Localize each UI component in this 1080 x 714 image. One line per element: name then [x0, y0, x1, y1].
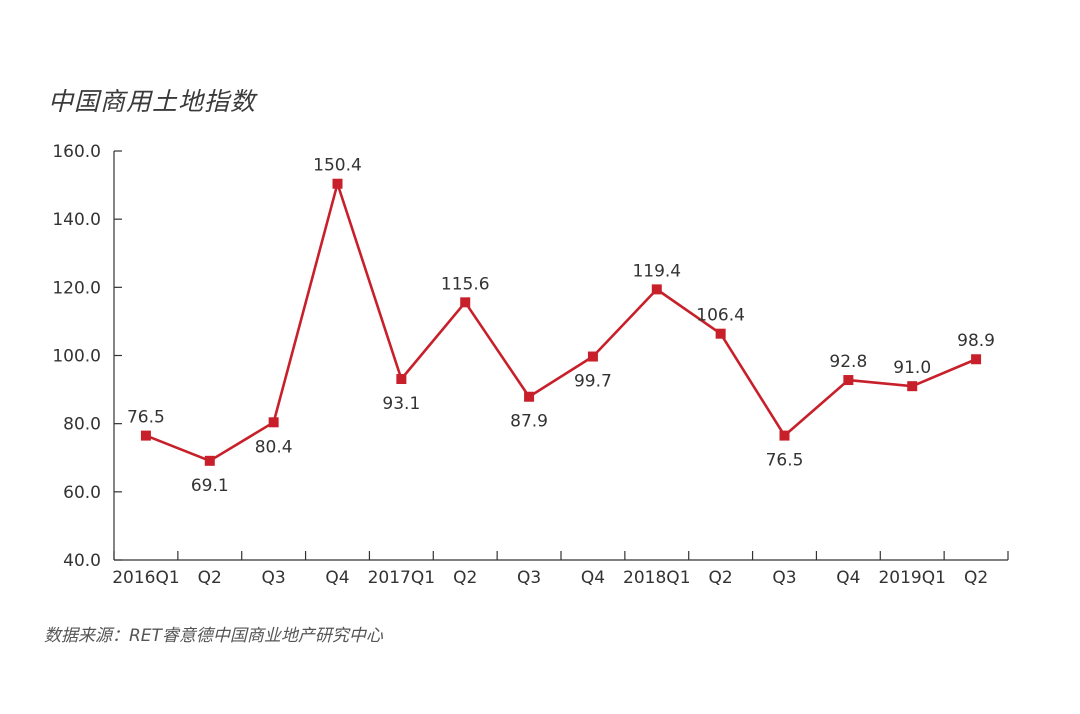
data-point-marker	[524, 391, 535, 402]
y-tick-label: 80.0	[63, 415, 101, 435]
y-tick-label: 100.0	[52, 347, 101, 367]
x-tick-label: 2018Q1	[623, 568, 690, 588]
x-axis-ticks: 2016Q1 Q2 Q3 Q4 2017Q1 Q2 Q3 Q4 2018Q1 Q2 Q3 Q4 2019…	[112, 551, 1009, 588]
data-point-marker	[204, 455, 215, 466]
x-tick-label: Q4	[836, 568, 860, 588]
x-tick-label: Q3	[772, 568, 796, 588]
x-tick-label: Q3	[262, 568, 286, 588]
y-tick-label: 60.0	[63, 483, 101, 503]
data-point-marker	[140, 430, 151, 441]
data-point-marker	[460, 297, 471, 308]
y-tick-label: 160.0	[52, 142, 101, 162]
data-point-marker	[587, 351, 598, 362]
data-label: 92.8	[829, 352, 867, 372]
series-line	[145, 182, 977, 463]
x-tick-label: Q2	[709, 568, 733, 588]
y-tick-label: 120.0	[52, 278, 101, 298]
data-point-marker	[907, 381, 918, 392]
x-tick-label: Q3	[517, 568, 541, 588]
data-label: 93.1	[382, 394, 420, 414]
data-point-marker	[651, 284, 662, 295]
source-note: 数据来源：RET睿意德中国商业地产研究中心	[44, 626, 383, 646]
x-tick-label: Q4	[581, 568, 605, 588]
data-point-marker	[268, 417, 279, 428]
data-point-marker	[843, 375, 854, 386]
data-label: 98.9	[957, 331, 995, 351]
x-tick-label: Q2	[198, 568, 222, 588]
y-tick-label: 40.0	[63, 551, 101, 571]
data-label: 80.4	[255, 437, 293, 457]
y-axis-ticks: 40.0 60.0 80.0 100.0 120.0 140.0 160.0	[52, 142, 122, 571]
data-label: 76.5	[766, 451, 804, 471]
data-point-marker	[396, 374, 407, 385]
x-tick-label: 2016Q1	[112, 568, 179, 588]
data-point-marker	[779, 430, 790, 441]
chart-title: 中国商用土地指数	[48, 87, 257, 116]
data-label: 87.9	[510, 412, 548, 432]
y-tick-label: 140.0	[52, 210, 101, 230]
data-label: 91.0	[893, 358, 931, 378]
x-tick-label: Q4	[325, 568, 349, 588]
data-label: 99.7	[574, 372, 612, 392]
x-tick-label: Q2	[964, 568, 988, 588]
data-point-marker	[332, 178, 343, 189]
data-labels: 76.5 69.1 80.4 150.4 93.1 115.6 87.9 99.7 119.4 1…	[127, 156, 995, 496]
x-tick-label: Q2	[453, 568, 477, 588]
data-label: 150.4	[313, 156, 362, 176]
data-label: 106.4	[696, 306, 745, 326]
data-label: 69.1	[191, 476, 229, 496]
data-point-marker	[715, 328, 726, 339]
chart-axes	[113, 151, 1008, 561]
series-group	[140, 178, 982, 466]
data-label: 76.5	[127, 408, 165, 428]
data-point-marker	[971, 354, 982, 365]
x-tick-label: 2019Q1	[878, 568, 945, 588]
data-label: 119.4	[632, 261, 681, 281]
x-tick-label: 2017Q1	[368, 568, 435, 588]
data-label: 115.6	[441, 274, 490, 294]
